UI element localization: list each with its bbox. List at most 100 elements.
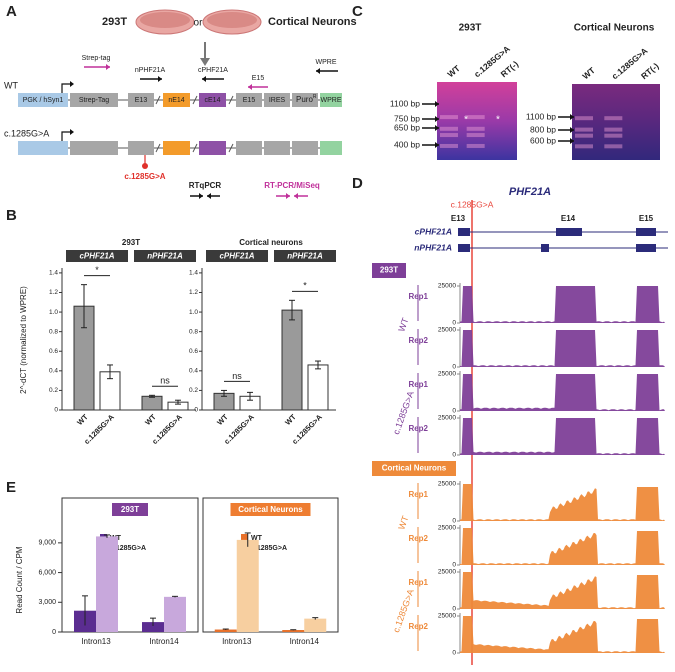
lane-label: WT xyxy=(580,65,597,82)
track-tick-label: 0 xyxy=(452,408,456,415)
box-label-sup: R xyxy=(313,94,317,100)
legend-label: RTqPCR xyxy=(189,181,222,190)
gel-band xyxy=(466,133,485,138)
significance-label: ns xyxy=(232,371,242,381)
gene-title: PHF21A xyxy=(509,186,551,198)
primer-arrow-head xyxy=(570,114,574,120)
coverage-track xyxy=(460,616,665,653)
cell-label: 293T xyxy=(102,16,127,28)
lane-label: WT xyxy=(445,63,462,80)
exon-label: E13 xyxy=(451,214,466,223)
panel-header xyxy=(112,503,148,516)
box-label: E13 xyxy=(135,97,148,104)
bar xyxy=(142,622,164,632)
track-tick-label: 25000 xyxy=(438,481,456,488)
coverage-track xyxy=(460,286,665,323)
track-tick-label: 25000 xyxy=(438,371,456,378)
panel-label: B xyxy=(6,207,17,224)
break-mark xyxy=(155,95,161,105)
x-tick-label: WT xyxy=(143,412,158,427)
mutation-label: c.1285G>A xyxy=(124,172,165,181)
construct-box xyxy=(236,93,262,107)
panel-frame xyxy=(202,497,339,633)
exon-box xyxy=(556,228,582,236)
legend-label: c.1285G>A xyxy=(251,545,287,552)
track-tick-label: 25000 xyxy=(438,525,456,532)
track-tick-label: 0 xyxy=(452,452,456,459)
significance-label: * xyxy=(303,281,307,291)
construct-box xyxy=(199,141,226,155)
x-tick-label: Intron14 xyxy=(149,637,179,646)
y-tick-label: 0.8 xyxy=(189,328,198,335)
gel-title: 293T xyxy=(459,23,482,34)
bar xyxy=(141,395,163,411)
cell-label: or xyxy=(194,18,204,29)
primer-arrow-head xyxy=(158,76,162,82)
panel-title: Cortical Neurons xyxy=(238,505,303,514)
y-axis-label: Read Count / CPM xyxy=(15,546,24,613)
box-label: Strep-Tag xyxy=(79,97,109,104)
transcript-label: nPHF21A xyxy=(414,242,452,252)
panel-title: nPHF21A xyxy=(287,252,323,261)
y-tick-label: 1.0 xyxy=(189,309,198,316)
primer-arrow-head xyxy=(199,193,203,199)
group-title: 293T xyxy=(122,238,140,247)
panel-header xyxy=(134,250,196,262)
construct-box xyxy=(18,93,68,107)
track-tick-label: 0 xyxy=(452,364,456,371)
primer-arrow-head xyxy=(207,193,211,199)
promoter-arrow xyxy=(61,83,72,93)
track-tick-label: 25000 xyxy=(438,327,456,334)
y-tick-label: 1.2 xyxy=(189,289,198,296)
legend-swatch xyxy=(241,534,248,541)
culture-dish xyxy=(140,12,190,28)
significance-label: * xyxy=(95,265,99,275)
break-mark xyxy=(155,143,161,153)
construct-box xyxy=(70,93,118,107)
panel-label: A xyxy=(6,3,17,20)
panel-title: cPHF21A xyxy=(219,252,254,261)
y-tick-label: 3,000 xyxy=(38,599,56,606)
primer-arrow-head xyxy=(286,193,290,199)
mutation-dot xyxy=(142,163,148,169)
construct-box xyxy=(70,141,118,155)
primer-arrow-head xyxy=(316,68,320,74)
gel-band xyxy=(604,133,623,138)
panel-title: 293T xyxy=(121,505,139,514)
gel-image xyxy=(437,82,517,160)
y-tick-label: 1.2 xyxy=(49,289,58,296)
gel-band xyxy=(604,144,623,149)
break-mark xyxy=(228,95,234,105)
track-tick-label: 0 xyxy=(452,606,456,613)
marker-label: 800 bp xyxy=(530,124,556,134)
primer-label: Strep-tag xyxy=(82,55,111,62)
bar xyxy=(236,539,259,632)
primer-arrow-head xyxy=(435,125,439,131)
sample-label: WT xyxy=(396,316,410,333)
gel-image xyxy=(572,84,660,160)
panel-label: E xyxy=(6,479,16,496)
marker-label: 750 bp xyxy=(394,113,420,123)
marker-label: 1100 bp xyxy=(526,111,556,121)
coverage-track xyxy=(460,484,665,521)
sample-label: WT xyxy=(396,514,410,531)
x-tick-label: Intron13 xyxy=(222,637,252,646)
coverage-track xyxy=(460,374,665,411)
panel-header xyxy=(206,250,268,262)
marker-label: 400 bp xyxy=(394,139,420,149)
y-tick-label: 1.4 xyxy=(49,270,58,277)
bar xyxy=(281,309,303,411)
bar xyxy=(96,536,118,632)
y-tick-label: 0 xyxy=(52,629,56,636)
gel-band xyxy=(440,133,458,138)
y-tick-label: 1.0 xyxy=(49,309,58,316)
bar xyxy=(304,618,327,632)
lane-label: RT(-) xyxy=(499,59,521,80)
box-label-part: Puro xyxy=(296,95,313,104)
primer-label: E15 xyxy=(252,75,265,82)
gel-band xyxy=(575,144,593,149)
legend-label: c.1285G>A xyxy=(110,545,146,552)
exon-box xyxy=(541,244,549,252)
construct-box xyxy=(320,141,342,155)
